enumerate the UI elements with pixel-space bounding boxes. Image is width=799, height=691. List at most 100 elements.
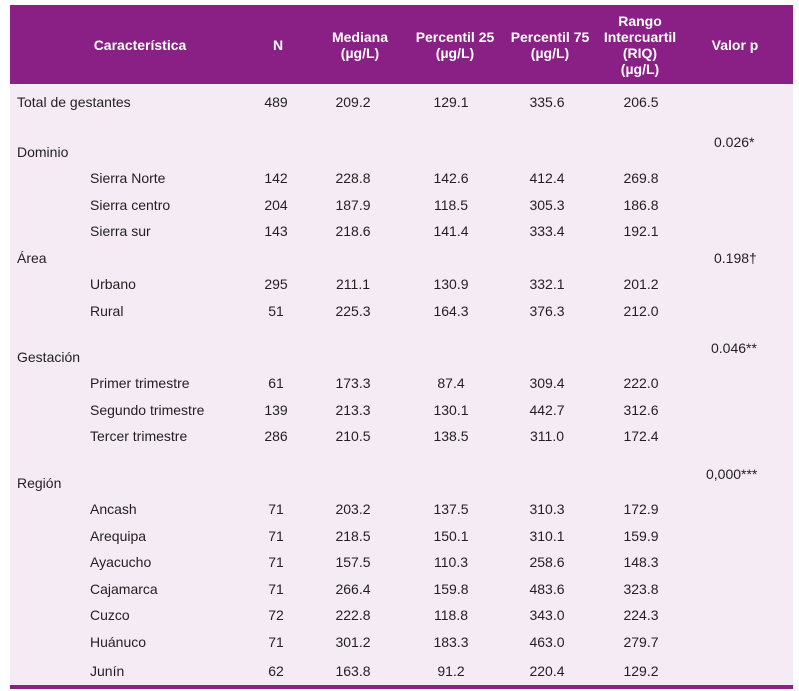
cell-percentil-75: 463.0 xyxy=(529,634,565,650)
cell-caracteristica: Segundo trimestre xyxy=(90,402,205,418)
cell-mediana: 218.6 xyxy=(335,223,371,239)
table-row: Urbano 295 211.1 130.9 332.1 201.2 xyxy=(10,274,793,294)
cell-caracteristica: Área xyxy=(17,250,47,266)
cell-n: 71 xyxy=(268,634,284,650)
cell-mediana: 222.8 xyxy=(335,607,371,623)
cell-percentil-75: 309.4 xyxy=(529,375,565,391)
cell-mediana: 187.9 xyxy=(335,197,371,213)
header-percentil-75: Percentil 75 (µg/L) xyxy=(510,28,590,61)
cell-mediana: 218.5 xyxy=(335,528,371,544)
cell-percentil-75: 442.7 xyxy=(529,402,565,418)
cell-percentil-75: 220.4 xyxy=(529,663,565,679)
cell-caracteristica: Dominio xyxy=(17,144,69,160)
cell-percentil-25: 110.3 xyxy=(434,554,468,570)
cell-percentil-25: 142.6 xyxy=(433,170,469,186)
cell-n: 295 xyxy=(264,276,288,292)
table-row: Rural 51 225.3 164.3 376.3 212.0 xyxy=(10,301,793,321)
cell-mediana: 213.3 xyxy=(335,402,371,418)
cell-caracteristica: Cajamarca xyxy=(90,581,158,597)
cell-n: 61 xyxy=(268,375,284,391)
cell-percentil-25: 183.3 xyxy=(433,634,469,650)
cell-n: 143 xyxy=(264,223,288,239)
table-row: Total de gestantes 489 209.2 129.1 335.6 206.… xyxy=(10,92,793,112)
cell-rango-intercuartil: 269.8 xyxy=(623,170,659,186)
cell-caracteristica: Rural xyxy=(90,303,124,319)
cell-caracteristica: Sierra centro xyxy=(90,197,171,213)
cell-caracteristica: Sierra sur xyxy=(90,223,151,239)
cell-percentil-75: 310.1 xyxy=(529,528,565,544)
table-row: Sierra centro 204 187.9 118.5 305.3 186.8 xyxy=(10,195,793,215)
p-value-gestacion: 0.046** xyxy=(711,340,757,356)
results-table: Característica N Mediana (µg/L) Percentil… xyxy=(10,5,793,689)
cell-n: 204 xyxy=(264,197,288,213)
cell-mediana: 157.5 xyxy=(335,554,371,570)
cell-percentil-75: 310.3 xyxy=(529,501,565,517)
cell-n: 286 xyxy=(264,428,288,444)
cell-mediana: 228.8 xyxy=(335,170,371,186)
cell-caracteristica: Sierra Norte xyxy=(90,170,166,186)
header-n: N xyxy=(272,36,284,53)
cell-mediana: 203.2 xyxy=(335,501,371,517)
cell-rango-intercuartil: 206.5 xyxy=(623,94,659,110)
table-row: Tercer trimestre 286 210.5 138.5 311.0 172.4 xyxy=(10,426,793,446)
table-row: Primer trimestre 61 173.3 87.4 309.4 222.0 xyxy=(10,373,793,393)
cell-n: 71 xyxy=(268,528,284,544)
table-row: Cuzco 72 222.8 118.8 343.0 224.3 xyxy=(10,605,793,625)
cell-percentil-25: 118.8 xyxy=(434,607,468,623)
cell-percentil-25: 141.4 xyxy=(433,223,469,239)
cell-percentil-75: 332.1 xyxy=(529,276,565,292)
cell-percentil-25: 159.8 xyxy=(433,581,469,597)
cell-n: 142 xyxy=(264,170,288,186)
table-row: Segundo trimestre 139 213.3 130.1 442.7 312.6 xyxy=(10,400,793,420)
cell-percentil-25: 164.3 xyxy=(433,303,469,319)
cell-percentil-25: 118.5 xyxy=(434,197,468,213)
cell-caracteristica: Región xyxy=(17,475,62,491)
cell-percentil-25: 91.2 xyxy=(437,663,465,679)
cell-caracteristica: Total de gestantes xyxy=(17,94,131,110)
cell-rango-intercuartil: 129.2 xyxy=(623,663,659,679)
cell-percentil-25: 87.4 xyxy=(437,375,465,391)
cell-mediana: 266.4 xyxy=(335,581,371,597)
cell-rango-intercuartil: 159.9 xyxy=(623,528,659,544)
cell-n: 71 xyxy=(268,554,284,570)
cell-caracteristica: Ayacucho xyxy=(90,554,152,570)
cell-rango-intercuartil: 148.3 xyxy=(623,554,659,570)
cell-mediana: 211.1 xyxy=(336,276,370,292)
table-header: Característica N Mediana (µg/L) Percentil… xyxy=(10,5,793,84)
cell-rango-intercuartil: 323.8 xyxy=(623,581,659,597)
header-percentil-25: Percentil 25 (µg/L) xyxy=(415,28,495,61)
cell-rango-intercuartil: 186.8 xyxy=(623,197,659,213)
cell-caracteristica: Arequipa xyxy=(90,528,147,544)
cell-rango-intercuartil: 224.3 xyxy=(623,607,659,623)
cell-caracteristica: Junín xyxy=(90,663,125,679)
cell-n: 139 xyxy=(264,402,288,418)
cell-percentil-75: 305.3 xyxy=(529,197,565,213)
cell-n: 51 xyxy=(268,303,284,319)
table-row: Junín 62 163.8 91.2 220.4 129.2 xyxy=(10,661,793,681)
cell-caracteristica: Primer trimestre xyxy=(90,375,190,391)
cell-percentil-25: 138.5 xyxy=(433,428,469,444)
p-value-region: 0,000*** xyxy=(706,466,758,482)
cell-n: 62 xyxy=(268,663,284,679)
cell-percentil-25: 137.5 xyxy=(433,501,469,517)
cell-caracteristica: Gestación xyxy=(17,349,81,365)
cell-percentil-75: 343.0 xyxy=(529,607,565,623)
group-header-row: Región xyxy=(10,473,793,493)
cell-rango-intercuartil: 279.7 xyxy=(623,634,659,650)
group-header-row: Gestación xyxy=(10,347,793,367)
cell-n: 71 xyxy=(268,581,284,597)
cell-mediana: 173.3 xyxy=(335,375,371,391)
header-mediana: Mediana (µg/L) xyxy=(331,28,388,61)
group-header-row: Dominio xyxy=(10,142,793,162)
cell-n: 489 xyxy=(264,94,288,110)
bottom-rule xyxy=(10,685,793,689)
cell-rango-intercuartil: 201.2 xyxy=(623,276,659,292)
cell-percentil-75: 333.4 xyxy=(529,223,565,239)
table-row: Sierra Norte 142 228.8 142.6 412.4 269.8 xyxy=(10,168,793,188)
p-value-dominio: 0.026* xyxy=(714,134,755,150)
cell-rango-intercuartil: 172.9 xyxy=(623,501,659,517)
cell-rango-intercuartil: 172.4 xyxy=(623,428,659,444)
cell-percentil-75: 311.0 xyxy=(530,428,564,444)
cell-percentil-75: 258.6 xyxy=(529,554,565,570)
cell-mediana: 209.2 xyxy=(335,94,371,110)
